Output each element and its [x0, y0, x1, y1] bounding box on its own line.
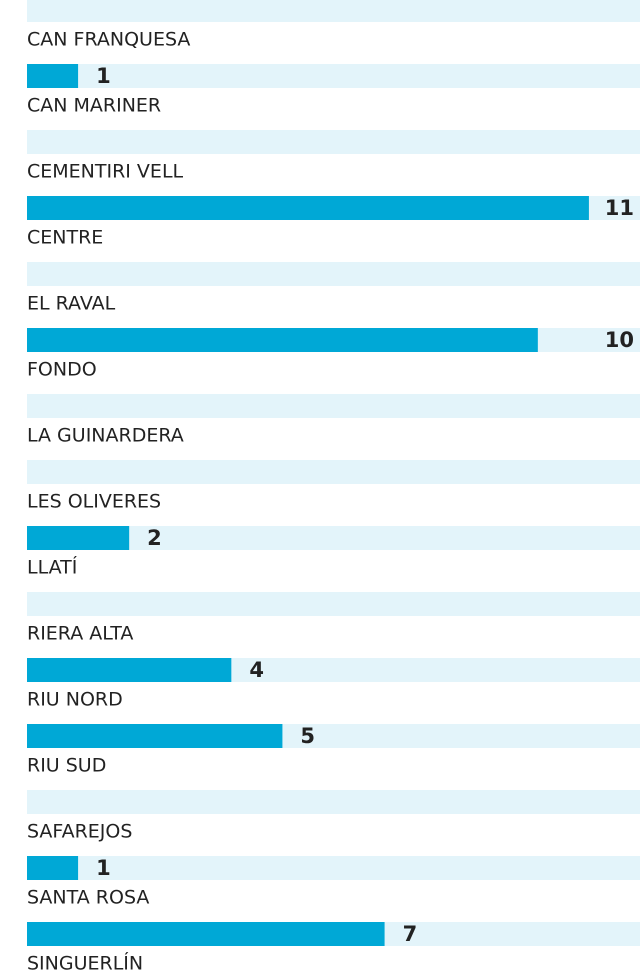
value-label: 11: [605, 196, 634, 220]
bar-track: [27, 64, 640, 88]
bar-track: [27, 790, 640, 814]
category-label: CEMENTIRI VELL: [27, 161, 184, 183]
value-label: 1: [96, 856, 111, 880]
bar: [27, 328, 538, 352]
category-label: SINGUERLÍN: [27, 952, 143, 975]
bar-track: [27, 592, 640, 616]
value-label: 10: [605, 328, 634, 352]
bar-track: [27, 130, 640, 154]
category-label: LLATÍ: [27, 556, 78, 579]
value-label: 4: [249, 658, 264, 682]
category-label: CAN MARINER: [27, 95, 161, 117]
category-label: FONDO: [27, 359, 97, 381]
bar: [27, 658, 232, 682]
value-label: 5: [300, 724, 315, 748]
category-label: RIU NORD: [27, 689, 123, 711]
bar: [27, 856, 79, 880]
bar: [27, 64, 79, 88]
category-label: RIERA ALTA: [27, 623, 133, 645]
bar-track: [27, 526, 640, 550]
value-label: 7: [403, 922, 418, 946]
category-label: LA GUINARDERA: [27, 425, 184, 447]
bar-track: [27, 394, 640, 418]
category-label: SAFAREJOS: [27, 821, 132, 843]
category-label: SANTA ROSA: [27, 887, 149, 909]
bar: [27, 922, 385, 946]
bar-track: [27, 262, 640, 286]
bar: [27, 724, 283, 748]
category-label: RIU SUD: [27, 755, 106, 777]
bar: [27, 526, 130, 550]
bar: [27, 196, 589, 220]
category-label: CAN FRANQUESA: [27, 29, 190, 51]
category-label: LES OLIVERES: [27, 491, 161, 513]
category-label: EL RAVAL: [27, 293, 116, 315]
bar-track: [27, 460, 640, 484]
bar-track: [27, 0, 640, 22]
category-label: CENTRE: [27, 227, 103, 249]
bar-track: [27, 856, 640, 880]
value-label: 2: [147, 526, 162, 550]
value-label: 1: [96, 64, 111, 88]
